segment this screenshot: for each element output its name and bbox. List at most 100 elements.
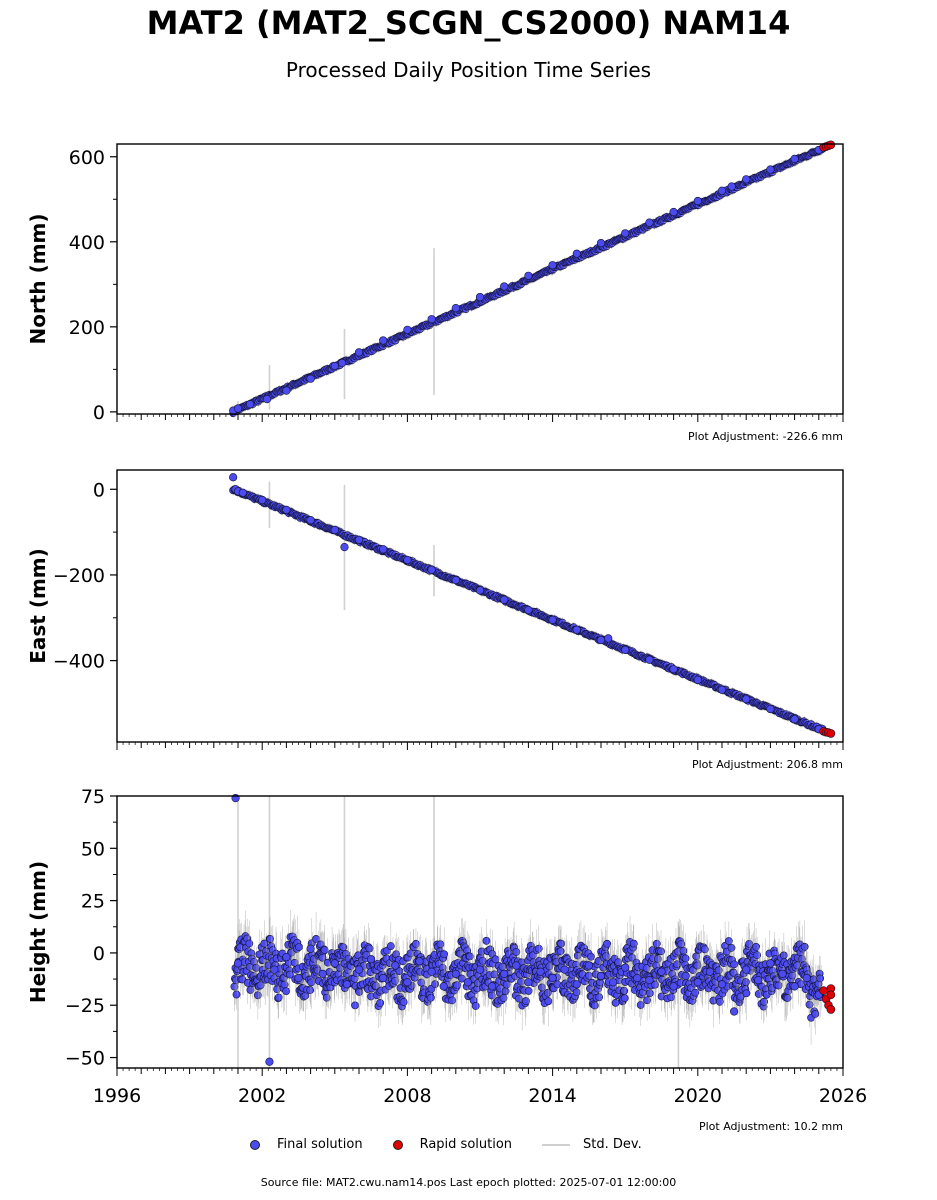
final-solution-point (320, 946, 329, 954)
panel-3: −50 −25 0 25 50 75 Height (mm) Plot Adjustment:… (26, 786, 867, 1133)
final-solution-point (673, 960, 681, 969)
final-solution-point (572, 625, 581, 634)
legend-std-label: Std. Dev. (583, 1137, 642, 1152)
final-solution-band (230, 910, 826, 1045)
y-tick-label: 600 (69, 147, 105, 169)
final-solution-point (340, 543, 349, 552)
final-solution-point (403, 978, 412, 987)
final-solution-point (681, 971, 690, 981)
final-solution-point (391, 961, 400, 970)
final-solution-point (229, 473, 238, 482)
plot-adjustment-note: Plot Adjustment: 206.8 mm (692, 758, 843, 771)
final-solution-point (729, 1007, 739, 1016)
legend-rapid: Rapid solution (392, 1137, 513, 1152)
final-solution-point (596, 238, 606, 248)
final-solution-point (669, 982, 678, 991)
final-solution-point (351, 1001, 359, 1010)
y-tick-label: 25 (81, 891, 105, 913)
final-solution-point (282, 987, 291, 996)
final-solution-point (427, 565, 436, 574)
final-solution-point (596, 635, 606, 645)
final-solution-point (379, 973, 388, 983)
final-solution-point (403, 555, 412, 565)
final-solution-point (752, 942, 760, 951)
y-axis-label: Height (mm) (26, 861, 50, 1003)
final-solution-point (604, 634, 613, 643)
final-solution-point (330, 361, 339, 371)
final-solution-point (475, 292, 485, 302)
final-solution-point (463, 978, 473, 987)
final-solution-point (811, 1010, 820, 1018)
final-solution-point (453, 981, 461, 990)
final-solution-band (229, 143, 827, 419)
final-solution-point (367, 955, 376, 964)
final-solution-point (354, 348, 364, 357)
final-solution-point (246, 986, 255, 994)
final-solution-marker (250, 1139, 260, 1150)
final-solution-point (742, 965, 751, 974)
final-solution-point (451, 304, 460, 313)
final-solution-point (645, 655, 654, 664)
final-solution-point (246, 400, 255, 409)
final-solution-point (306, 986, 315, 995)
final-solution-point (318, 969, 327, 978)
final-solution-point (282, 505, 291, 514)
plot-frame (116, 469, 844, 743)
legend-final: Final solution (250, 1137, 363, 1152)
y-tick-label: 0 (93, 402, 105, 424)
y-tick-label: −50 (65, 1048, 105, 1070)
legend-rapid-label: Rapid solution (419, 1137, 513, 1152)
final-solution-point (693, 675, 702, 684)
y-tick-label: 75 (81, 786, 105, 808)
final-solution-point (705, 967, 715, 976)
final-solution-point (354, 535, 364, 544)
final-solution-point (337, 358, 347, 368)
rapid-solution-point (826, 729, 836, 738)
panel-1: 0 200 400 600 North (mm) Plot Adjustment: -22… (26, 140, 844, 443)
final-solution-point (800, 942, 809, 951)
final-solution-point (415, 957, 424, 966)
final-solution-point (379, 336, 388, 345)
source-footer: Source file: MAT2.cwu.nam14.pos Last epo… (260, 1176, 677, 1189)
std-dev-line-marker (542, 1143, 571, 1146)
final-solution-point (766, 165, 775, 174)
final-solution-point (306, 374, 315, 383)
final-solution-point (679, 946, 688, 955)
final-solution-point (572, 988, 581, 997)
final-solution-point (524, 978, 533, 987)
final-solution-point (499, 994, 508, 1002)
rapid-solution-point (826, 990, 836, 1000)
final-solution-point (376, 999, 385, 1007)
final-solution-point (306, 944, 315, 953)
legend-final-label: Final solution (277, 1137, 363, 1152)
final-solution-point (621, 645, 630, 655)
final-solution-point (339, 943, 348, 952)
final-solution-point (512, 948, 521, 956)
final-solution-point (669, 665, 678, 674)
page-title: MAT2 (MAT2_SCGN_CS2000) NAM14 (146, 4, 791, 42)
final-solution-point (556, 947, 565, 956)
final-solution-point (471, 1002, 480, 1010)
final-solution-point (232, 990, 241, 999)
final-solution-point (475, 965, 485, 974)
final-solution-point (426, 993, 435, 1002)
final-solution-point (475, 586, 485, 595)
final-solution-point (512, 961, 521, 970)
final-solution-point (488, 982, 497, 991)
x-tick-label: 2014 (528, 1085, 576, 1107)
final-solution-point (717, 685, 727, 694)
final-solution-point (572, 980, 581, 989)
final-solution-point (790, 154, 799, 163)
final-solution-point (330, 525, 339, 535)
final-solution-point (730, 960, 739, 969)
final-solution-point (490, 970, 499, 979)
final-solution-point (717, 980, 727, 989)
final-solution-point (636, 1001, 645, 1009)
final-solution-point (802, 973, 811, 983)
legend-std: Std. Dev. (542, 1137, 642, 1152)
final-solution-point (633, 973, 642, 983)
y-axis-label: North (mm) (26, 213, 50, 344)
y-tick-label: 400 (69, 232, 105, 254)
final-solution-point (572, 249, 581, 258)
final-solution-point (603, 939, 611, 948)
